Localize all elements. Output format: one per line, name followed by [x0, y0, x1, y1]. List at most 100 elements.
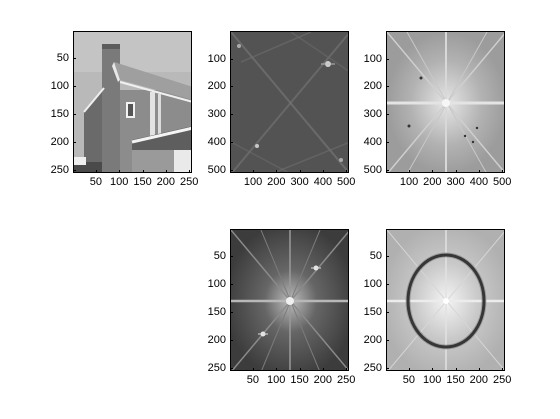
- x-tick-label: 300: [290, 176, 309, 188]
- y-tick-mark: [73, 113, 76, 115]
- y-tick-mark: [230, 169, 233, 171]
- x-tick-mark: [502, 170, 504, 173]
- x-tick-label: 250: [337, 374, 356, 386]
- x-tick-label: 50: [89, 176, 102, 188]
- y-tick-mark: [73, 86, 76, 88]
- x-tick-mark: [408, 368, 410, 371]
- x-tick-mark: [502, 368, 504, 371]
- y-tick-label: 200: [363, 80, 382, 93]
- x-tick-label: 400: [313, 176, 333, 188]
- y-tick-label: 500: [207, 163, 226, 176]
- x-tick-label: 150: [446, 374, 465, 386]
- y-tick-label: 100: [207, 52, 226, 65]
- y-tick-mark: [230, 58, 233, 60]
- x-tick-mark: [95, 170, 97, 173]
- y-tick-label: 250: [363, 361, 382, 374]
- y-tick-label: 100: [207, 278, 226, 291]
- x-tick-mark: [346, 170, 348, 173]
- x-tick-mark: [409, 170, 411, 173]
- x-tick-label: 200: [156, 176, 176, 188]
- x-tick-label: 500: [337, 176, 356, 188]
- x-tick-label: 200: [469, 374, 489, 386]
- x-tick-label: 100: [243, 176, 263, 188]
- y-tick-label: 400: [207, 135, 226, 148]
- y-tick-label: 200: [363, 333, 382, 346]
- x-tick-label: 200: [423, 176, 442, 188]
- x-tick-label: 100: [267, 374, 286, 386]
- y-tick-mark: [230, 367, 233, 369]
- y-tick-label: 200: [50, 135, 69, 148]
- y-tick-mark: [386, 141, 389, 143]
- x-tick-mark: [455, 368, 457, 371]
- x-tick-mark: [142, 170, 144, 173]
- x-tick-mark: [478, 368, 480, 371]
- y-tick-label: 100: [50, 80, 69, 93]
- y-tick-mark: [230, 339, 233, 341]
- y-tick-label: 250: [50, 163, 69, 176]
- y-tick-mark: [386, 367, 389, 369]
- x-tick-mark: [478, 170, 480, 173]
- y-tick-mark: [386, 58, 389, 60]
- x-tick-mark: [455, 170, 457, 173]
- x-tick-label: 200: [313, 374, 333, 386]
- y-tick-label: 300: [207, 108, 226, 121]
- x-tick-label: 500: [493, 176, 512, 188]
- y-tick-mark: [73, 58, 76, 60]
- x-tick-mark: [165, 170, 167, 173]
- x-tick-label: 100: [399, 176, 419, 188]
- y-tick-mark: [230, 311, 233, 313]
- y-tick-label: 250: [207, 361, 226, 374]
- x-tick-label: 100: [110, 176, 129, 188]
- y-tick-mark: [230, 86, 233, 88]
- y-tick-label: 50: [369, 250, 382, 263]
- x-tick-mark: [276, 368, 278, 371]
- x-tick-mark: [322, 170, 324, 173]
- x-tick-label: 100: [423, 374, 442, 386]
- x-tick-mark: [276, 170, 278, 173]
- x-tick-label: 200: [267, 176, 286, 188]
- x-tick-label: 250: [180, 176, 199, 188]
- fft-filtered-ring-256-plot: [386, 229, 505, 371]
- x-tick-mark: [432, 170, 434, 173]
- fft-shifted-512-plot: [386, 31, 505, 173]
- fft-ring-image: [387, 230, 504, 370]
- y-tick-mark: [230, 256, 233, 258]
- fft-shifted-image: [387, 32, 504, 172]
- x-tick-mark: [189, 170, 191, 173]
- y-tick-mark: [230, 114, 233, 116]
- x-tick-label: 50: [402, 374, 415, 386]
- x-tick-mark: [346, 368, 348, 371]
- y-tick-mark: [230, 141, 233, 143]
- y-tick-mark: [230, 284, 233, 286]
- x-tick-mark: [119, 170, 121, 173]
- y-tick-mark: [386, 339, 389, 341]
- y-tick-label: 400: [363, 135, 382, 148]
- x-tick-mark: [299, 368, 301, 371]
- x-tick-mark: [432, 368, 434, 371]
- y-tick-mark: [386, 284, 389, 286]
- house-photo: [74, 32, 191, 172]
- y-tick-mark: [386, 86, 389, 88]
- x-tick-mark: [322, 368, 324, 371]
- fft-centered-256-plot: [230, 229, 349, 371]
- x-tick-mark: [299, 170, 301, 173]
- y-tick-label: 150: [363, 305, 382, 318]
- x-tick-label: 50: [246, 374, 259, 386]
- y-tick-label: 150: [50, 107, 69, 120]
- y-tick-label: 150: [207, 305, 226, 318]
- y-tick-label: 500: [363, 163, 382, 176]
- fft-centered-image: [231, 230, 348, 370]
- fft-magnitude-512-plot: [230, 31, 349, 173]
- y-tick-label: 50: [56, 52, 69, 65]
- y-tick-mark: [386, 311, 389, 313]
- y-tick-label: 200: [207, 80, 226, 93]
- y-tick-label: 200: [207, 333, 226, 346]
- y-tick-mark: [386, 169, 389, 171]
- x-tick-label: 150: [133, 176, 152, 188]
- y-tick-mark: [386, 256, 389, 258]
- y-tick-mark: [73, 169, 76, 171]
- y-tick-label: 100: [363, 52, 382, 65]
- y-tick-mark: [73, 141, 76, 143]
- y-tick-label: 300: [363, 108, 382, 121]
- x-tick-label: 150: [290, 374, 309, 386]
